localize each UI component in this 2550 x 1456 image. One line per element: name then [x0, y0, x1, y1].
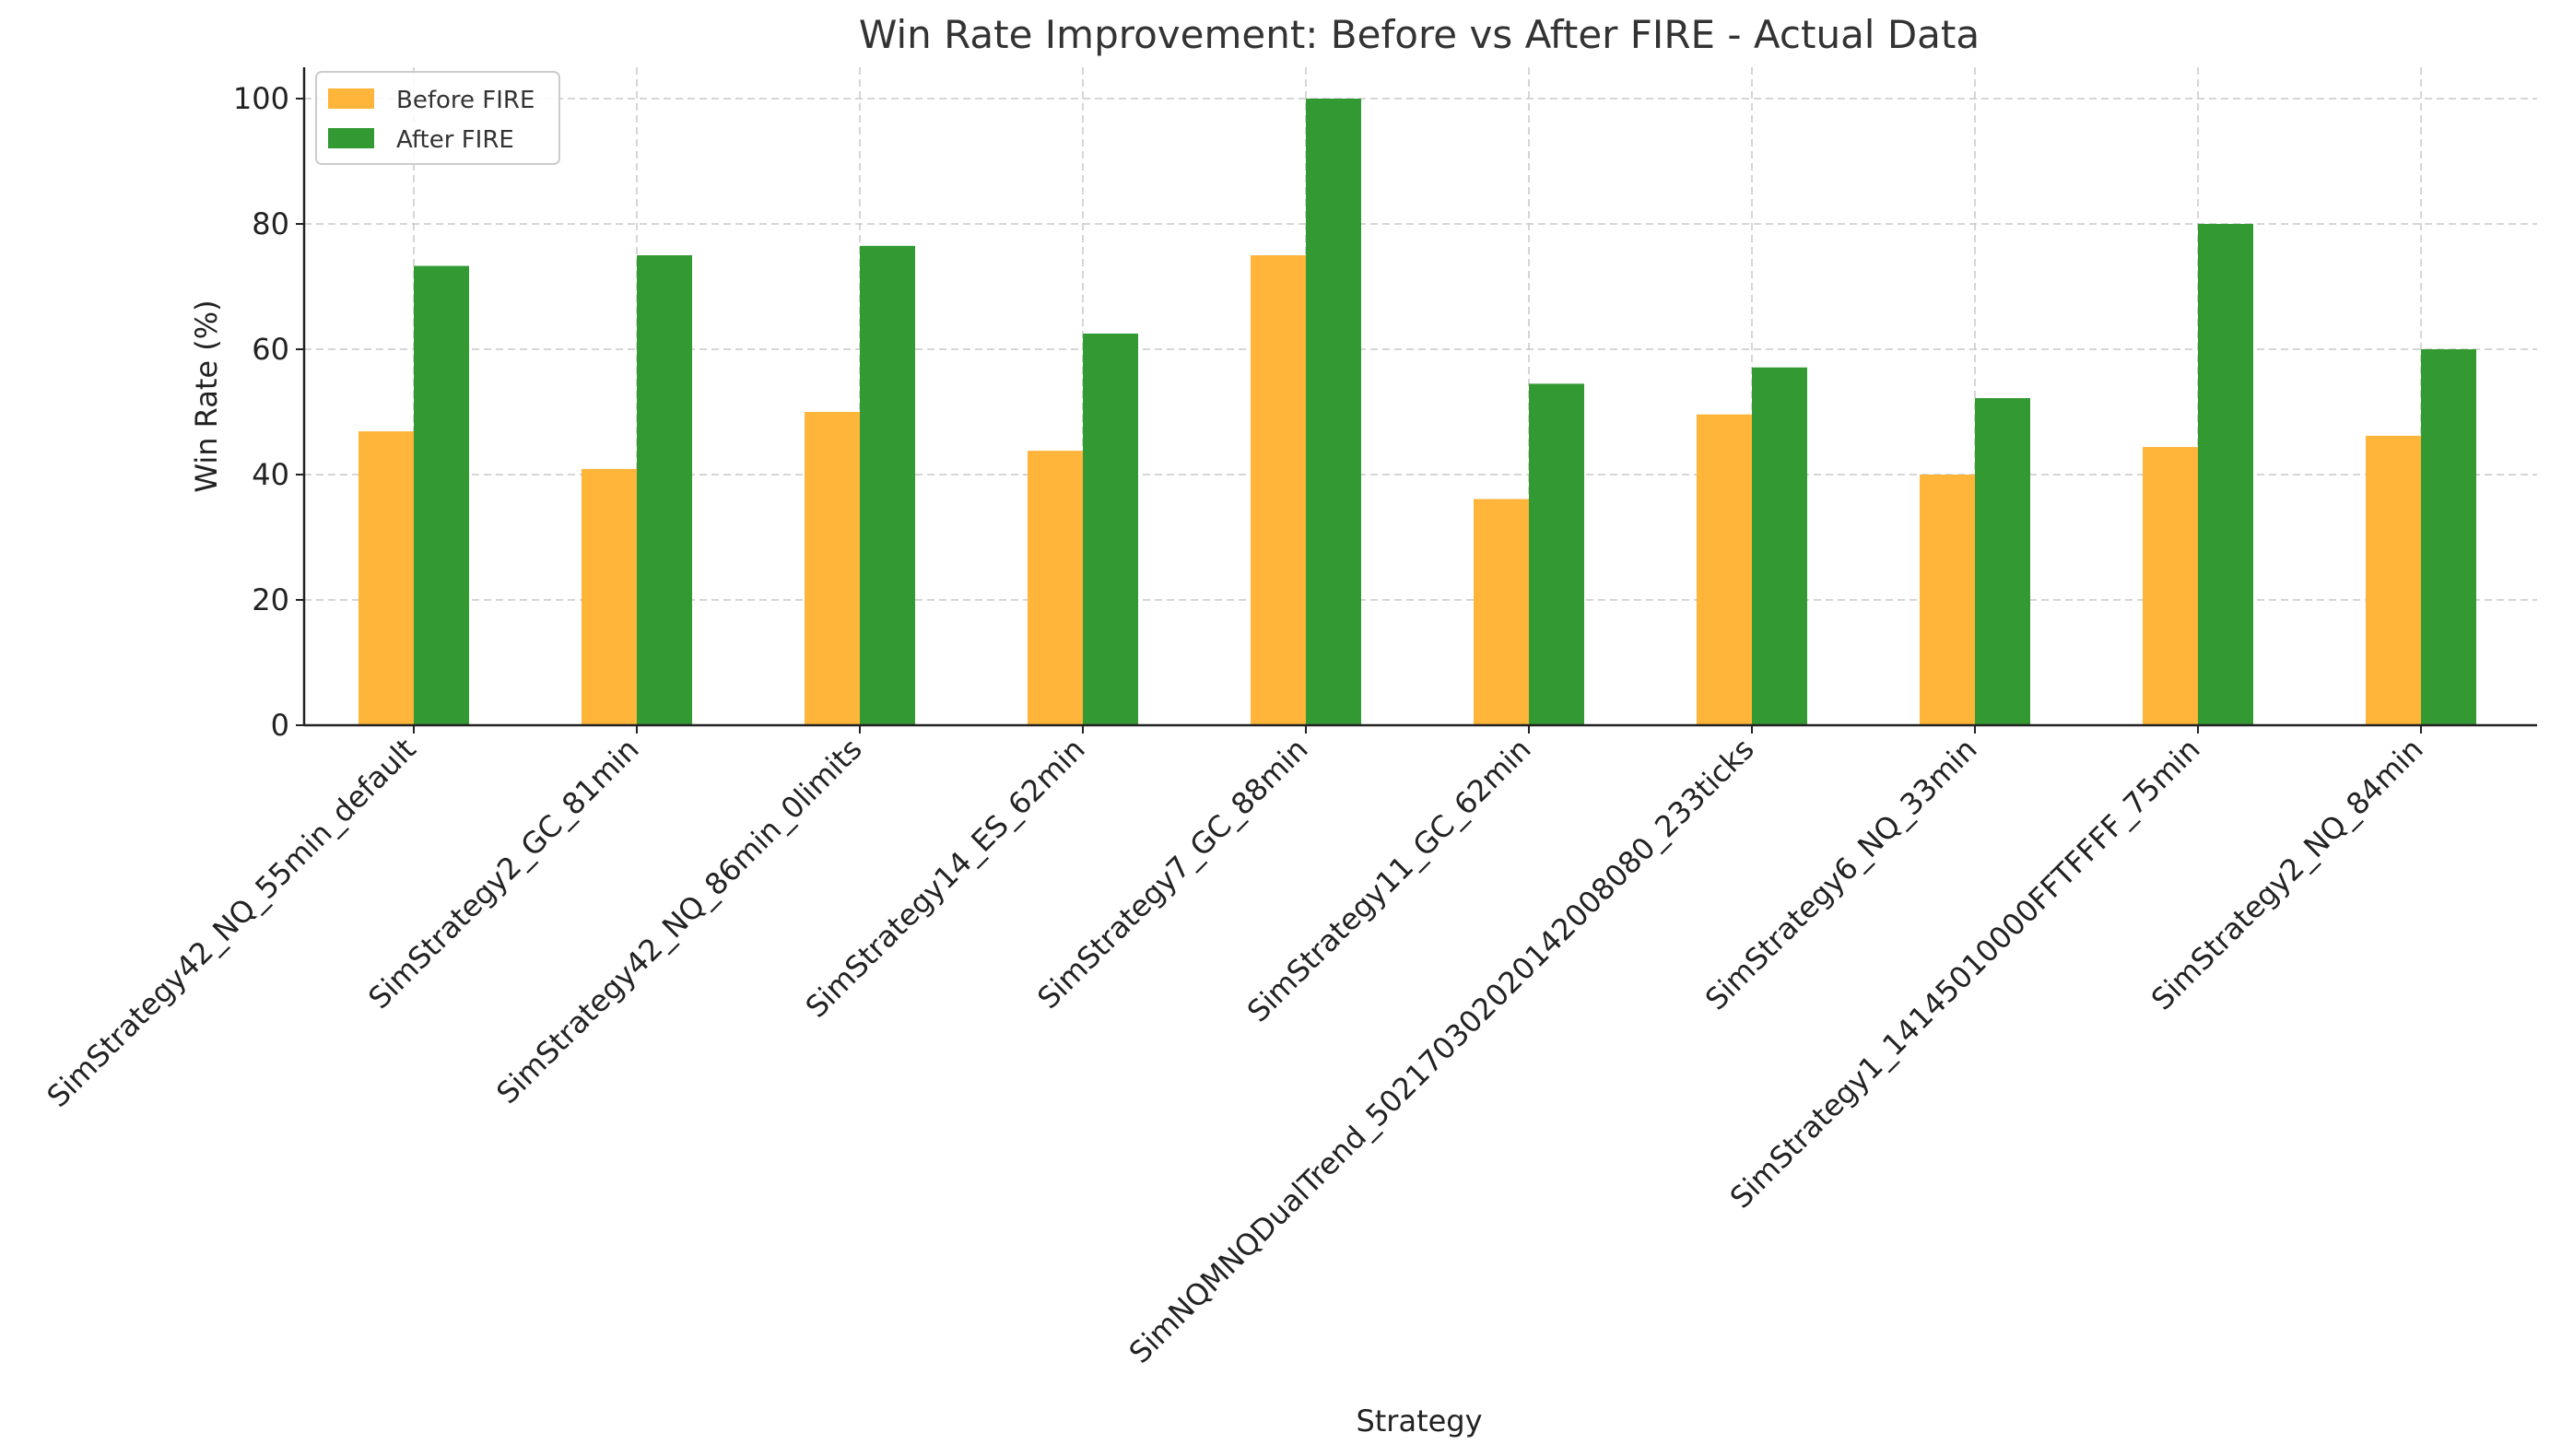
bar-after-fire: [1975, 398, 2030, 725]
bar-after-fire: [414, 265, 469, 725]
bar-before-fire: [358, 431, 414, 725]
y-tick-label: 80: [252, 206, 289, 241]
bar-before-fire: [805, 412, 860, 725]
bar-before-fire: [582, 468, 637, 725]
bar-before-fire: [1251, 255, 1306, 725]
legend-box: [315, 71, 560, 165]
bar-after-fire: [2198, 224, 2253, 725]
y-tick-label: 40: [252, 457, 289, 492]
bar-before-fire: [1920, 475, 1975, 725]
bar-after-fire: [637, 255, 692, 725]
y-axis-label: Win Rate (%): [189, 299, 224, 492]
x-axis-label: Strategy: [1356, 1403, 1482, 1438]
legend-label-after-fire: After FIRE: [396, 126, 514, 154]
y-tick-label: 0: [271, 708, 289, 743]
legend-swatch-before-fire: [328, 88, 374, 109]
legend-swatch-after-fire: [328, 128, 374, 148]
bar-after-fire: [2421, 349, 2476, 725]
chart-title: Win Rate Improvement: Before vs After FI…: [859, 12, 1980, 57]
y-tick-label: 60: [252, 332, 289, 367]
bar-before-fire: [2143, 447, 2198, 725]
bar-after-fire: [860, 245, 915, 725]
bar-before-fire: [1474, 499, 1529, 725]
bar-before-fire: [1028, 451, 1083, 725]
bars-layer: [358, 99, 2476, 725]
y-tick-label: 100: [233, 81, 289, 116]
bar-after-fire: [1752, 367, 1807, 725]
bar-after-fire: [1083, 334, 1138, 725]
axes-layer: [302, 67, 2537, 727]
bar-after-fire: [1306, 99, 1361, 725]
bar-after-fire: [1529, 383, 1584, 725]
legend-label-before-fire: Before FIRE: [396, 87, 535, 114]
y-tick-label: 20: [252, 582, 289, 617]
legend: Before FIRE After FIRE: [315, 71, 560, 165]
bar-before-fire: [2366, 435, 2421, 725]
bar-before-fire: [1697, 414, 1752, 725]
